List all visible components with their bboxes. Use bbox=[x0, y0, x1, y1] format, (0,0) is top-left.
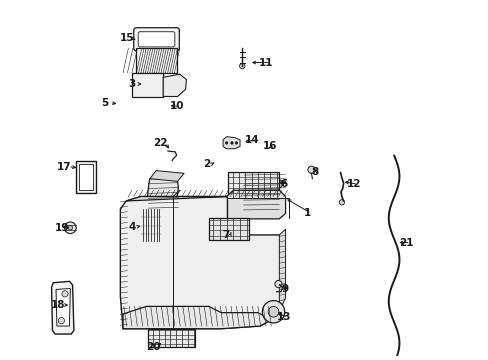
Polygon shape bbox=[141, 209, 160, 241]
Text: 22: 22 bbox=[153, 138, 167, 148]
Text: 6: 6 bbox=[280, 180, 287, 189]
Text: 5: 5 bbox=[102, 98, 108, 108]
Polygon shape bbox=[163, 74, 186, 96]
Circle shape bbox=[58, 318, 64, 324]
Polygon shape bbox=[79, 165, 92, 190]
Polygon shape bbox=[279, 229, 285, 305]
Text: 4: 4 bbox=[128, 222, 135, 232]
Text: 10: 10 bbox=[169, 101, 183, 111]
Circle shape bbox=[339, 200, 344, 205]
Text: 8: 8 bbox=[311, 167, 318, 177]
Text: 16: 16 bbox=[263, 141, 277, 150]
Polygon shape bbox=[136, 48, 176, 73]
Polygon shape bbox=[244, 173, 285, 189]
Polygon shape bbox=[132, 73, 163, 98]
Text: 1: 1 bbox=[303, 208, 310, 219]
Text: 12: 12 bbox=[346, 180, 361, 189]
Polygon shape bbox=[223, 137, 240, 149]
Text: 7: 7 bbox=[222, 230, 229, 240]
Polygon shape bbox=[208, 218, 248, 240]
Circle shape bbox=[64, 222, 76, 234]
Polygon shape bbox=[242, 180, 279, 212]
Circle shape bbox=[225, 141, 227, 144]
Circle shape bbox=[307, 166, 314, 173]
Text: 13: 13 bbox=[276, 312, 290, 322]
Polygon shape bbox=[126, 190, 285, 219]
Polygon shape bbox=[123, 306, 271, 329]
Text: 20: 20 bbox=[145, 342, 160, 352]
Polygon shape bbox=[120, 197, 282, 329]
Polygon shape bbox=[51, 282, 74, 334]
Polygon shape bbox=[227, 198, 283, 204]
Polygon shape bbox=[149, 171, 184, 181]
Polygon shape bbox=[227, 172, 279, 198]
Text: 18: 18 bbox=[50, 300, 65, 310]
Text: 2: 2 bbox=[203, 159, 210, 169]
Circle shape bbox=[68, 226, 72, 230]
FancyBboxPatch shape bbox=[138, 32, 175, 47]
Polygon shape bbox=[56, 288, 70, 326]
Circle shape bbox=[274, 280, 282, 288]
Circle shape bbox=[267, 306, 278, 317]
Circle shape bbox=[235, 141, 237, 144]
Text: 21: 21 bbox=[398, 238, 412, 248]
Text: 9: 9 bbox=[281, 284, 287, 294]
Text: 14: 14 bbox=[244, 135, 259, 145]
Text: 17: 17 bbox=[56, 162, 71, 172]
Text: 15: 15 bbox=[120, 33, 135, 44]
Text: 3: 3 bbox=[128, 79, 135, 89]
Circle shape bbox=[230, 141, 233, 144]
Text: 19: 19 bbox=[55, 223, 69, 233]
Polygon shape bbox=[148, 329, 195, 347]
Circle shape bbox=[262, 301, 284, 323]
Text: 11: 11 bbox=[258, 58, 273, 68]
Circle shape bbox=[61, 291, 68, 297]
Polygon shape bbox=[76, 161, 96, 193]
FancyBboxPatch shape bbox=[134, 28, 179, 51]
Polygon shape bbox=[147, 179, 178, 210]
Circle shape bbox=[239, 63, 244, 69]
